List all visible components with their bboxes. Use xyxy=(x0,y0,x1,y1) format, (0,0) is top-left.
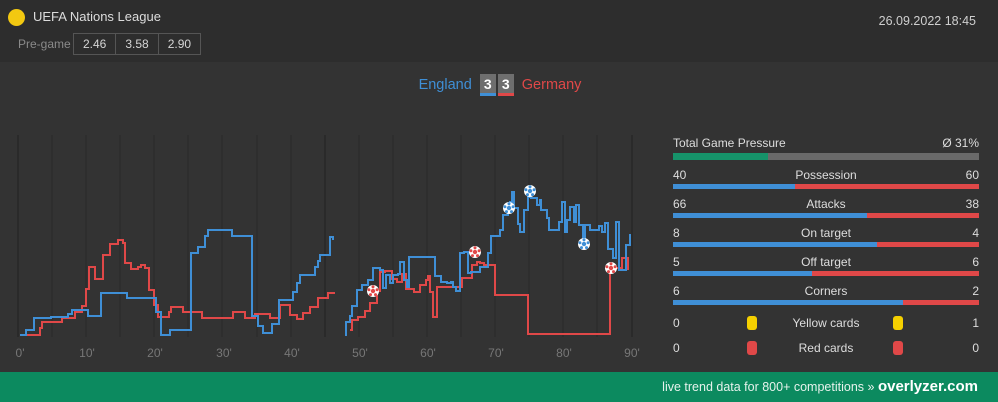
pressure-label: Total Game Pressure xyxy=(673,136,786,150)
x-axis-labels: 0' 10' 20' 30' 40' 50' 60' 70' 80' 90' xyxy=(16,346,640,360)
red-card-icon xyxy=(893,341,903,355)
x-tick: 90' xyxy=(624,346,640,360)
stat-label: Possession xyxy=(795,168,857,182)
match-datetime: 26.09.2022 18:45 xyxy=(878,14,976,28)
yellow-card-icon xyxy=(893,316,903,330)
goal-ball-icon[interactable] xyxy=(524,185,536,197)
stat-away-value: 6 xyxy=(972,255,979,269)
odd-home: 2.46 xyxy=(74,34,117,54)
x-tick: 50' xyxy=(352,346,368,360)
stat-away-value: 4 xyxy=(972,226,979,240)
stat-bar xyxy=(673,213,979,218)
germany-pressure-line-2 xyxy=(350,257,629,335)
goal-ball-icon[interactable] xyxy=(469,246,481,258)
away-team-name: Germany xyxy=(521,77,582,93)
stat-away-value: 60 xyxy=(965,168,979,182)
pressure-chart: 0' 10' 20' 30' 40' 50' 60' 70' 80' 90' xyxy=(16,135,640,360)
stat-home-value: 5 xyxy=(673,255,680,269)
stat-label: Off target xyxy=(801,255,851,269)
scoreline: England 3 3 Germany xyxy=(0,74,998,96)
stat-label: On target xyxy=(800,226,852,240)
stat-away-value: 38 xyxy=(965,197,979,211)
score: 3 3 xyxy=(479,74,514,96)
match-stats-panel: Total Game Pressure Ø 31% 40 Possession … xyxy=(673,136,979,355)
home-score: 3 xyxy=(479,74,496,96)
stat-home-value: 66 xyxy=(673,197,687,211)
match-header: UEFA Nations League Pre-game 2.46 3.58 2… xyxy=(0,0,998,62)
league-name[interactable]: UEFA Nations League xyxy=(33,9,161,24)
stat-label: Attacks xyxy=(806,197,846,211)
stat-label: Corners xyxy=(804,284,848,298)
stat-row-possession: 40 Possession 60 xyxy=(673,168,979,189)
goal-ball-icon[interactable] xyxy=(605,262,617,274)
odd-draw: 3.58 xyxy=(116,34,159,54)
stat-row-off-target: 5 Off target 6 xyxy=(673,255,979,276)
x-tick: 40' xyxy=(284,346,300,360)
stat-bar xyxy=(673,271,979,276)
footer-tagline: live trend data for 800+ competitions » xyxy=(662,380,878,394)
stat-away-value: 0 xyxy=(972,341,979,355)
footer-brand[interactable]: overlyzer.com xyxy=(877,378,978,395)
x-tick: 20' xyxy=(147,346,163,360)
stat-bar xyxy=(673,242,979,247)
x-tick: 10' xyxy=(79,346,95,360)
stat-row-on-target: 8 On target 4 xyxy=(673,226,979,247)
stat-row-attacks: 66 Attacks 38 xyxy=(673,197,979,218)
stat-home-value: 40 xyxy=(673,168,687,182)
home-team-name: England xyxy=(418,77,472,93)
pressure-bar xyxy=(673,153,979,160)
stat-home-value: 0 xyxy=(673,341,680,355)
goal-ball-icon[interactable] xyxy=(367,285,379,297)
x-tick: 60' xyxy=(420,346,436,360)
stat-row-yellow-cards: 0 Yellow cards 1 xyxy=(673,316,979,330)
x-tick: 70' xyxy=(488,346,504,360)
stat-label: Red cards xyxy=(798,341,854,355)
england-pressure-line-2 xyxy=(345,191,631,336)
stat-home-value: 6 xyxy=(673,284,680,298)
pressure-fill xyxy=(673,153,768,160)
red-card-icon xyxy=(747,341,757,355)
stat-bar xyxy=(673,300,979,305)
pregame-odds: 2.46 3.58 2.90 xyxy=(73,33,202,55)
footer-link[interactable]: live trend data for 800+ competitions » … xyxy=(662,378,978,395)
stat-row-red-cards: 0 Red cards 0 xyxy=(673,341,979,355)
pressure-row: Total Game Pressure Ø 31% xyxy=(673,136,979,152)
stat-away-value: 1 xyxy=(972,316,979,330)
stat-away-value: 2 xyxy=(972,284,979,298)
x-tick: 0' xyxy=(16,346,25,360)
goal-ball-icon[interactable] xyxy=(503,202,515,214)
footer-banner[interactable]: live trend data for 800+ competitions » … xyxy=(0,372,998,402)
stat-bar xyxy=(673,184,979,189)
away-score: 3 xyxy=(497,74,514,96)
stat-row-corners: 6 Corners 2 xyxy=(673,284,979,305)
stat-home-value: 8 xyxy=(673,226,680,240)
pregame-label: Pre-game xyxy=(18,37,71,51)
pressure-value: Ø 31% xyxy=(942,136,979,150)
chart-grid xyxy=(17,135,633,337)
stat-label: Yellow cards xyxy=(792,316,860,330)
goal-ball-icon[interactable] xyxy=(578,238,590,250)
germany-pressure-line xyxy=(20,239,335,336)
stat-home-value: 0 xyxy=(673,316,680,330)
odd-away: 2.90 xyxy=(167,37,192,51)
x-tick: 30' xyxy=(216,346,232,360)
yellow-circle-icon xyxy=(8,9,25,26)
england-pressure-line xyxy=(20,229,334,336)
yellow-card-icon xyxy=(747,316,757,330)
x-tick: 80' xyxy=(556,346,572,360)
